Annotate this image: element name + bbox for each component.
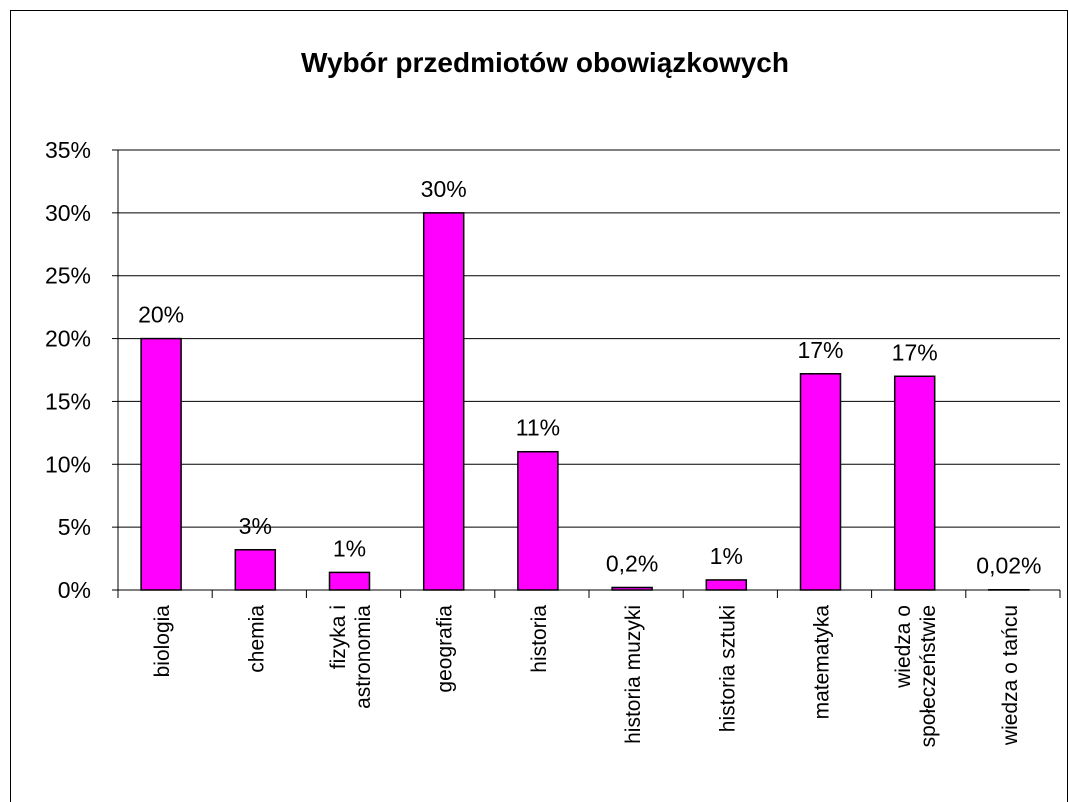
value-label: 0,2% xyxy=(606,550,658,576)
bar xyxy=(517,450,559,591)
bar xyxy=(422,212,465,591)
bar xyxy=(234,549,277,591)
y-tick-label: 20% xyxy=(45,326,91,352)
y-tick-label: 10% xyxy=(45,451,91,477)
chart-title: Wybór przedmiotów obowiązkowych xyxy=(301,47,789,78)
y-tick-label: 5% xyxy=(58,514,91,540)
value-label: 30% xyxy=(421,176,467,202)
bar xyxy=(705,579,748,591)
x-tick-label: fizyka iastronomia xyxy=(327,605,375,709)
value-label: 17% xyxy=(797,337,843,363)
value-label: 0,02% xyxy=(976,553,1041,579)
bar xyxy=(328,571,371,591)
y-tick-label: 35% xyxy=(45,137,91,163)
x-tick-label: geografia xyxy=(434,605,457,693)
x-tick-label: historia sztuki xyxy=(716,605,739,732)
value-label: 11% xyxy=(516,415,560,441)
x-tick-label: biologia xyxy=(151,605,174,678)
value-label: 1% xyxy=(333,535,366,561)
x-tick-label: wiedza ospołeczeństwie xyxy=(892,605,940,747)
value-label: 17% xyxy=(892,339,938,365)
y-tick-label: 0% xyxy=(58,577,91,603)
chart-border xyxy=(10,10,1068,802)
y-tick-label: 30% xyxy=(45,200,91,226)
x-tick-label: historia xyxy=(528,605,551,673)
bar xyxy=(611,586,653,591)
x-tick-label: chemia xyxy=(245,605,268,673)
y-tick-label: 25% xyxy=(45,263,91,289)
bar xyxy=(140,337,182,591)
x-tick-label: wiedza o tańcu xyxy=(999,605,1022,746)
value-label: 20% xyxy=(138,302,184,328)
bar xyxy=(893,375,936,591)
x-tick-label: matematyka xyxy=(811,605,834,720)
y-tick-label: 15% xyxy=(45,388,91,414)
value-label: 1% xyxy=(710,543,743,569)
value-label: 3% xyxy=(239,513,272,539)
bar xyxy=(799,373,842,591)
x-tick-label: historia muzyki xyxy=(622,605,645,744)
